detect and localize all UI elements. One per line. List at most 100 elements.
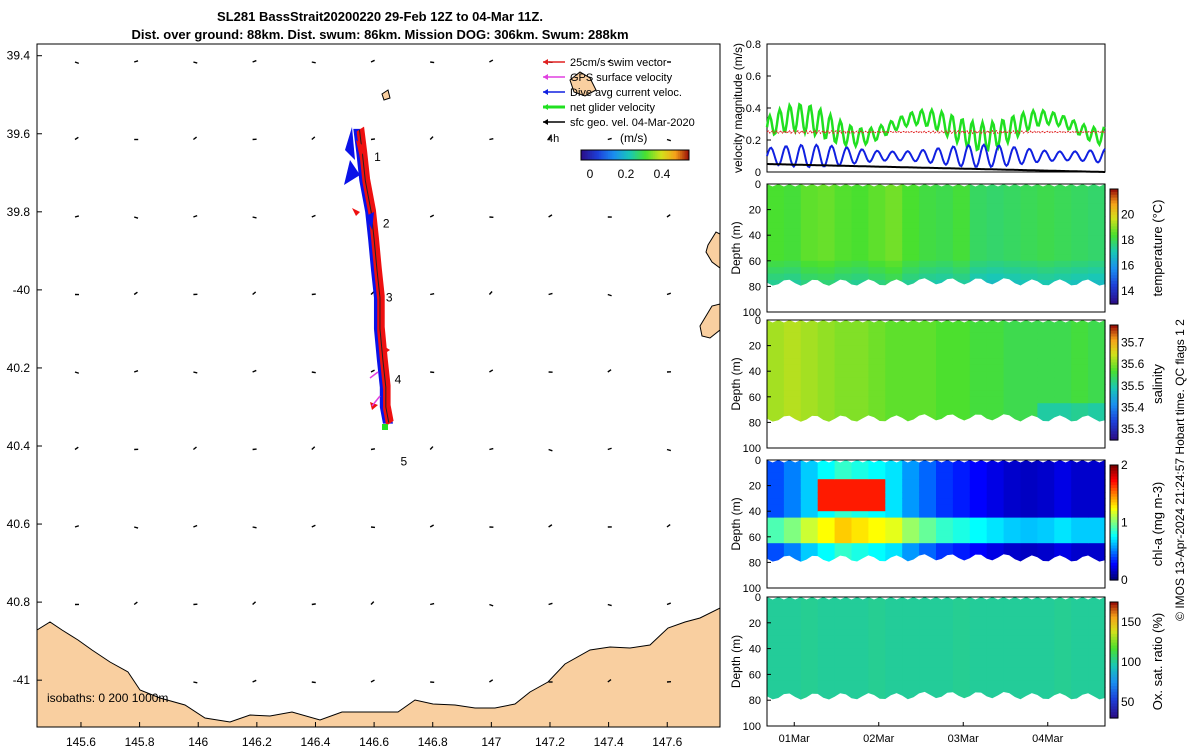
heatmap-cell	[868, 479, 886, 487]
heatmap-cell	[952, 687, 971, 695]
map-colorbar-cell	[653, 150, 656, 160]
heatmap-cell	[1037, 364, 1055, 372]
heatmap-cell	[952, 235, 971, 243]
heatmap-cell	[767, 549, 785, 557]
map-y-tick-label: 39.8	[7, 205, 31, 219]
heatmap-cell	[1071, 642, 1089, 650]
heatmap-cell	[1020, 466, 1038, 474]
geo-arrow	[607, 59, 612, 63]
heatmap-cell	[817, 603, 836, 611]
geo-arrow	[548, 602, 553, 606]
map-x-tick-label: 147.2	[535, 735, 565, 749]
heatmap-cell	[868, 549, 886, 557]
heatmap-cell	[800, 384, 819, 391]
heatmap-cell	[851, 667, 869, 675]
heatmap-cell	[817, 674, 836, 682]
velocity-y-tick-label: 0.8	[746, 39, 761, 51]
heatmap-cell	[902, 196, 920, 204]
heatmap-cell	[1071, 622, 1089, 630]
heatmap-cell	[851, 530, 869, 538]
heatmap-cell	[834, 609, 853, 617]
heatmap-cell	[902, 622, 920, 630]
heatmap-colorbar-cell	[1110, 522, 1118, 526]
heatmap-cell	[1054, 339, 1072, 347]
heatmap-cell	[783, 603, 802, 611]
heatmap-cell	[902, 642, 920, 650]
heatmap-cell	[902, 352, 920, 359]
heatmap-cell	[834, 492, 853, 499]
heatmap-cell	[1088, 530, 1106, 538]
heatmap-cell	[1003, 472, 1022, 480]
heatmap-cell	[919, 235, 937, 243]
heatmap-cell	[902, 635, 920, 643]
heatmap-cell	[1054, 674, 1072, 682]
geo-arrow	[311, 371, 316, 374]
heatmap-cell	[885, 209, 903, 217]
heatmap-cell	[1054, 326, 1072, 334]
heatmap-y-tick-label: 100	[743, 307, 761, 319]
heatmap-cell	[851, 228, 869, 236]
heatmap-cell	[1020, 409, 1038, 417]
heatmap-cell	[952, 472, 971, 480]
heatmap-cell	[767, 235, 785, 243]
heatmap-cell	[1003, 492, 1022, 499]
heatmap-cell	[1071, 203, 1089, 211]
map-colorbar-cell	[597, 150, 600, 160]
heatmap-cell	[851, 190, 869, 198]
heatmap-cell	[851, 216, 869, 223]
heatmap-cell	[851, 511, 869, 519]
heatmap-cell	[800, 320, 819, 327]
heatmap-cell	[783, 254, 802, 262]
heatmap-cell	[767, 472, 785, 480]
heatmap-colorbar-cell	[1110, 616, 1118, 620]
heatmap-cell	[1020, 377, 1038, 385]
heatmap-cell	[817, 371, 836, 379]
heatmap-cell	[1020, 524, 1038, 531]
heatmap-cell	[969, 524, 988, 531]
heatmap-cell	[986, 511, 1005, 519]
heatmap-colorbar-cell	[1110, 689, 1118, 693]
map-colorbar-cell	[582, 150, 586, 160]
heatmap-colorbar-cell	[1110, 255, 1118, 259]
map-colorbar-cell	[667, 150, 670, 160]
heatmap-cell	[817, 635, 836, 643]
heatmap-colorbar-cell	[1110, 200, 1118, 204]
heatmap-cell	[1003, 667, 1022, 675]
heatmap-colorbar-cell	[1110, 368, 1118, 372]
geo-arrow	[430, 602, 435, 606]
heatmap-cell	[986, 396, 1005, 404]
heatmap-cell	[851, 390, 869, 398]
heatmap-cell	[817, 377, 836, 385]
heatmap-cell	[952, 674, 971, 682]
heatmap-cell	[885, 222, 903, 230]
heatmap-cell	[1037, 472, 1055, 480]
geo-arrow	[133, 60, 139, 63]
heatmap-cell	[952, 536, 971, 544]
heatmap-cell	[1088, 661, 1106, 669]
heatmap-colorbar-cell	[1110, 651, 1118, 655]
heatmap-cell	[783, 320, 802, 327]
heatmap-cell	[851, 498, 869, 506]
chart-title-line2: Dist. over ground: 88km. Dist. swum: 86k…	[131, 27, 629, 42]
legend-swatch-head	[543, 119, 548, 125]
heatmap-cell	[1071, 235, 1089, 243]
heatmap-cell	[1037, 222, 1055, 230]
heatmap-colorbar-cell	[1110, 577, 1118, 581]
heatmap-cell	[1088, 358, 1106, 366]
heatmap-colorbar-cell	[1110, 246, 1118, 250]
heatmap-cell	[1071, 536, 1089, 544]
heatmap-cell	[936, 460, 954, 467]
heatmap-cell	[817, 492, 836, 499]
heatmap-cell	[936, 609, 954, 617]
heatmap-cell	[1003, 674, 1022, 682]
heatmap-cell	[919, 222, 937, 230]
heatmap-cell	[885, 267, 903, 275]
heatmap-cell	[952, 326, 971, 334]
heatmap-cell	[1020, 543, 1038, 551]
heatmap-cell	[986, 267, 1005, 275]
heatmap-cell	[1088, 536, 1106, 544]
heatmap-cell	[783, 216, 802, 223]
geo-arrow	[489, 679, 494, 683]
map-colorbar-cell	[665, 150, 668, 160]
heatmap-cell	[800, 339, 819, 347]
